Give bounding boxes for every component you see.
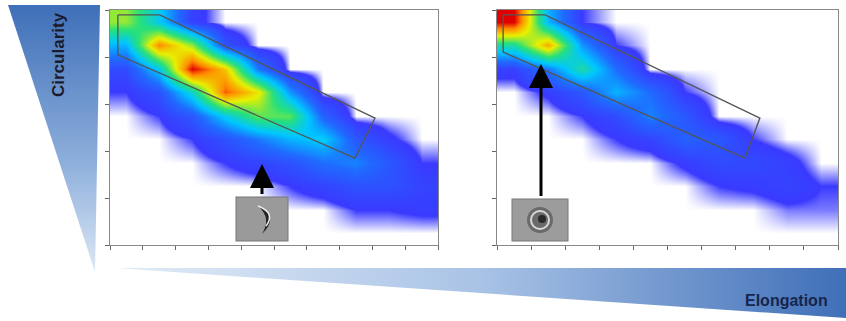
- svg-text:Elongation: Elongation: [745, 292, 828, 309]
- svg-text:Circularity: Circularity: [49, 12, 68, 97]
